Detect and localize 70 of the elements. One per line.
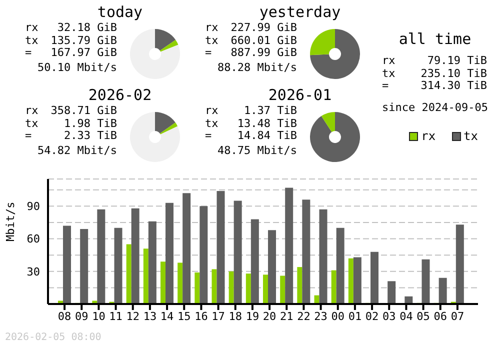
x-tick-label: 09: [75, 310, 88, 323]
text: all time: [398, 30, 472, 48]
legend-label: rx: [420, 129, 436, 143]
x-tick-label: 06: [434, 310, 447, 323]
text: 48.75 Mbit/s: [216, 144, 297, 157]
text: 54.82 Mbit/s: [36, 144, 117, 157]
x-tick-label: 01: [348, 310, 362, 323]
x-tick-label: 04: [400, 310, 414, 323]
text: 235.10 TiB: [420, 66, 487, 80]
text: =: [25, 129, 32, 142]
text: 660.01 GiB: [230, 34, 297, 47]
text: rx: [205, 21, 218, 34]
x-tick-label: 16: [194, 310, 208, 323]
text: =: [205, 129, 212, 142]
text: =: [205, 46, 212, 60]
x-tick-label: 00: [331, 310, 344, 323]
y-axis-title: Mbit/s: [4, 202, 17, 242]
text: 32.18 GiB: [57, 21, 117, 34]
text: rx: [25, 104, 38, 118]
x-tick-label: 15: [178, 310, 191, 323]
x-tick-label: 20: [262, 310, 276, 323]
text: tx: [205, 116, 218, 130]
text: =: [382, 79, 389, 92]
text: 50.10 Mbit/s: [36, 60, 117, 74]
y-tick-label: 30: [26, 265, 40, 278]
text: rx: [25, 21, 38, 34]
y-tick-label: 60: [26, 232, 40, 246]
text: 13.48 TiB: [237, 116, 297, 130]
text: 167.97 GiB: [50, 46, 117, 60]
x-tick-label: 08: [58, 310, 72, 323]
x-tick-label: 22: [297, 310, 310, 323]
x-tick-label: 23: [314, 310, 328, 323]
text: tx: [205, 34, 218, 47]
text: since 2024-09-05: [381, 101, 489, 114]
x-tick-label: 18: [228, 310, 242, 323]
text: 358.71 GiB: [50, 104, 117, 118]
text: 227.99 GiB: [230, 21, 297, 34]
text: 314.30 TiB: [420, 79, 487, 92]
text: 887.99 GiB: [230, 46, 297, 60]
text: tx: [25, 116, 38, 130]
x-tick-label: 19: [246, 310, 260, 323]
text: =: [25, 46, 32, 60]
chart-title: yesterday: [258, 3, 342, 21]
x-tick-label: 10: [92, 310, 106, 323]
text: rx: [205, 104, 218, 118]
x-tick-label: 21: [280, 310, 294, 323]
text: 1.37 TiB: [244, 104, 297, 118]
x-tick-label: 13: [143, 310, 157, 323]
x-tick-label: 17: [212, 310, 225, 323]
x-tick-label: 02: [365, 310, 379, 323]
text: tx: [382, 66, 396, 80]
text: rx: [382, 54, 396, 68]
text: 88.28 Mbit/s: [216, 60, 297, 74]
text: 1.98 TiB: [64, 116, 117, 130]
x-tick-label: 14: [160, 310, 174, 323]
chart-title: 2026-02: [87, 86, 153, 104]
text: tx: [25, 34, 38, 47]
x-tick-label: 07: [450, 310, 464, 323]
text: 79.19 TiB: [427, 54, 487, 68]
text: 14.84 TiB: [237, 129, 297, 142]
chart-title: 2026-01: [267, 86, 333, 104]
x-tick-label: 05: [416, 310, 430, 323]
legend-label: tx: [462, 129, 478, 143]
x-tick-label: 11: [109, 310, 122, 323]
y-tick-label: 90: [26, 200, 40, 214]
x-tick-label: 12: [126, 310, 140, 323]
text: 135.79 GiB: [50, 34, 117, 47]
chart-title: today: [96, 3, 144, 21]
x-tick-label: 03: [382, 310, 396, 323]
text: 2.33 TiB: [64, 129, 117, 142]
